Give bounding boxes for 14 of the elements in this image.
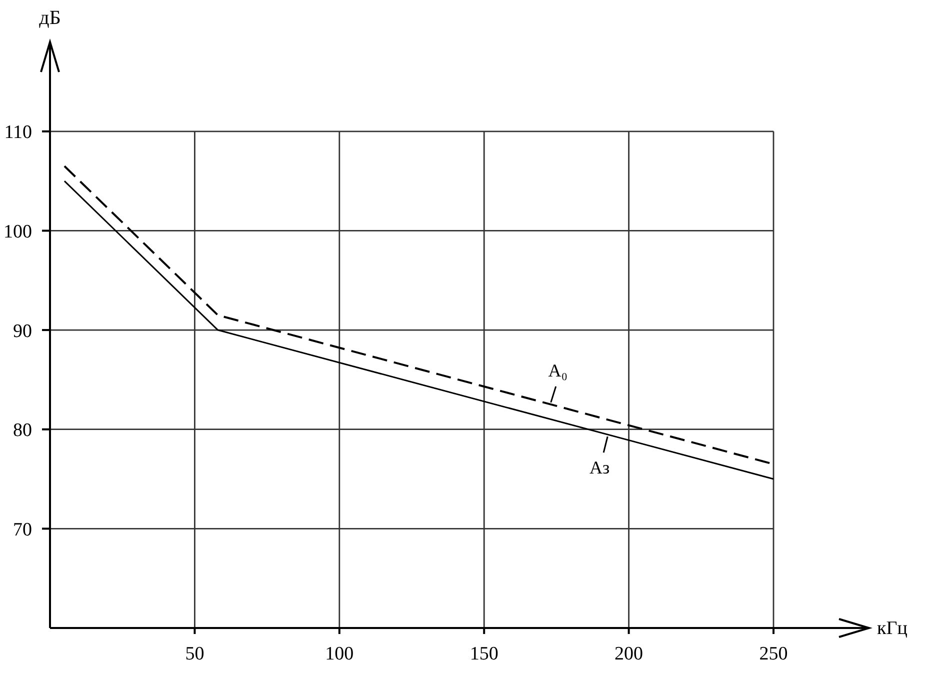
x-axis-title: кГц bbox=[877, 618, 908, 639]
series-label: А₀ bbox=[548, 360, 568, 380]
y-tick-label: 80 bbox=[13, 420, 32, 442]
y-tick-label: 110 bbox=[4, 122, 32, 144]
legend-label: Аз bbox=[590, 458, 610, 478]
x-tick-label: 150 bbox=[470, 643, 498, 664]
x-tick-label: 250 bbox=[759, 643, 788, 664]
x-tick-label: 100 bbox=[325, 643, 354, 664]
y-tick-label: 90 bbox=[13, 320, 32, 342]
y-tick-label: 100 bbox=[4, 221, 32, 242]
y-axis-title: дБ bbox=[39, 7, 61, 29]
x-tick-label: 50 bbox=[185, 643, 204, 664]
y-tick-label: 70 bbox=[13, 519, 32, 540]
x-tick-label: 200 bbox=[614, 643, 644, 664]
